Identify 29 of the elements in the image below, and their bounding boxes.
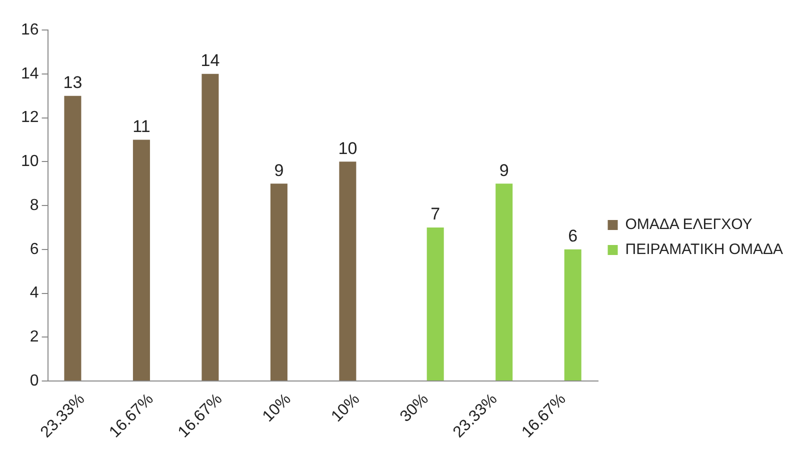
legend-label: ΟΜΑΔΑ ΕΛΕΓΧΟΥ: [625, 216, 752, 234]
y-tick-label: 16: [21, 21, 39, 38]
x-tick-label: 10%: [328, 390, 364, 426]
legend-label: ΠΕΙΡΑΜΑΤΙΚΗ ΟΜΑΔΑ: [625, 241, 784, 258]
bar: [496, 184, 513, 381]
data-label: 6: [568, 226, 578, 246]
y-tick-label: 6: [30, 240, 39, 258]
data-label: 9: [274, 160, 284, 180]
bar: [202, 74, 219, 381]
bar: [339, 162, 356, 381]
bar: [426, 227, 444, 381]
y-tick-label: 14: [21, 65, 39, 82]
bar: [64, 96, 82, 381]
data-label: 7: [430, 204, 440, 224]
data-label: 10: [338, 138, 358, 158]
data-label: 13: [63, 73, 82, 92]
bar: [564, 249, 582, 381]
data-label: 11: [132, 116, 150, 136]
bar: [132, 140, 150, 381]
data-label: 14: [200, 51, 220, 70]
bar: [270, 184, 288, 381]
y-tick-label: 4: [30, 284, 39, 302]
y-tick-label: 12: [21, 109, 39, 126]
x-tick-label: 30%: [397, 390, 432, 426]
y-tick-label: 2: [30, 328, 39, 346]
y-tick-label: 10: [21, 153, 39, 170]
data-label: 9: [499, 160, 509, 180]
y-tick-label: 0: [30, 372, 39, 390]
y-tick-label: 8: [30, 196, 39, 214]
